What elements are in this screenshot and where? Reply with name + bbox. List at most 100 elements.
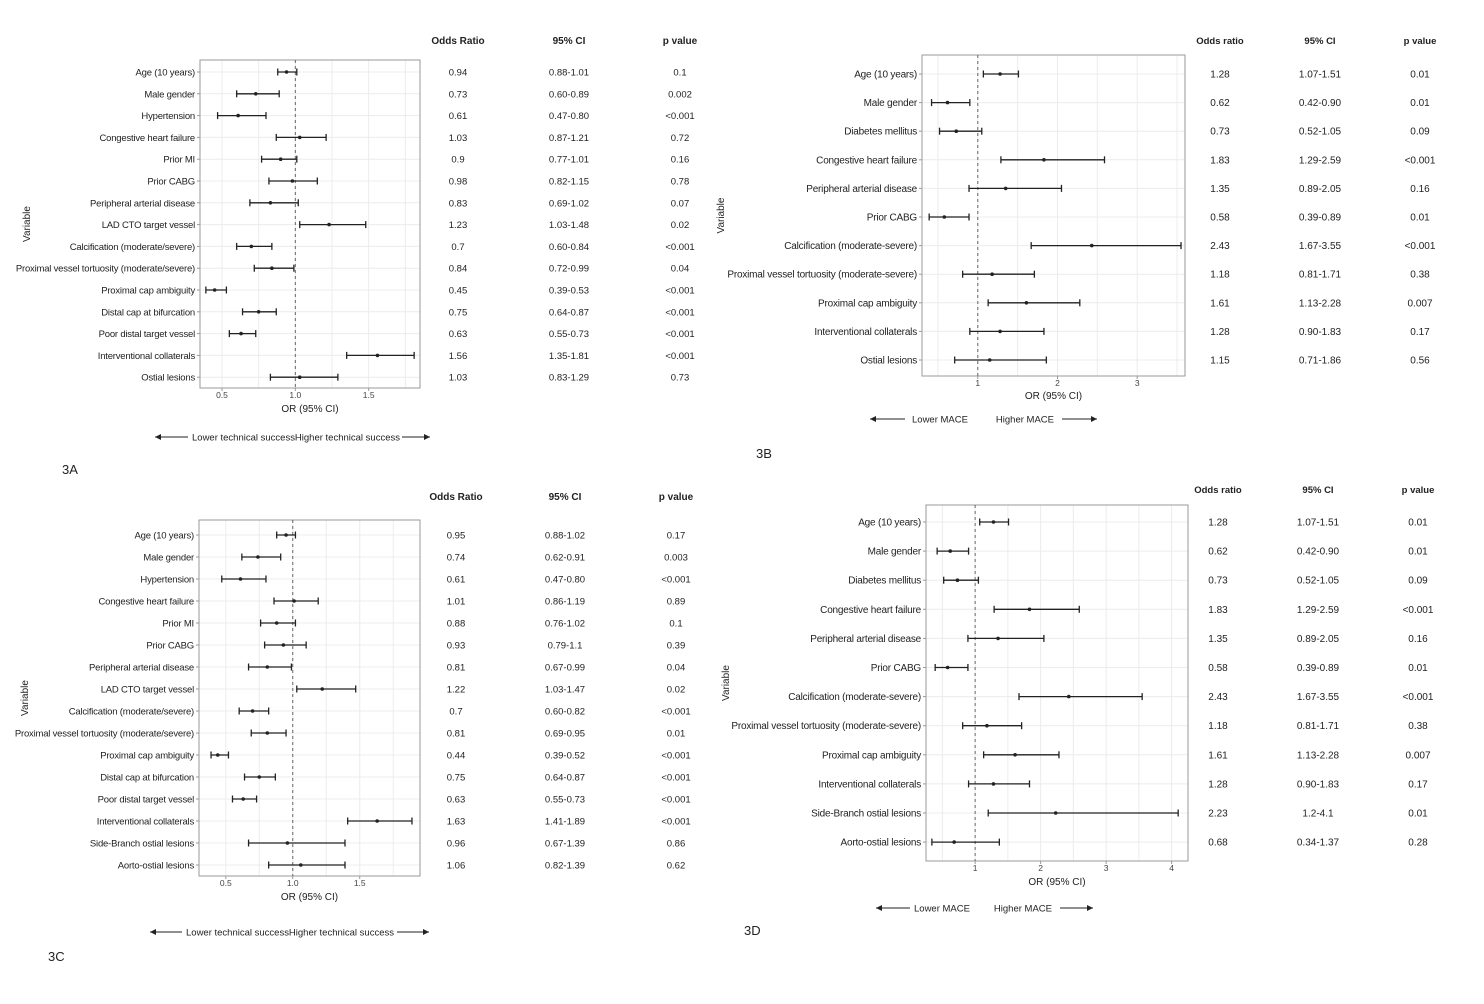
variable-label: Male gender [144,89,195,100]
variable-label: Proximal cap ambiguity [818,298,917,309]
ci-value: 0.47-0.80 [549,111,589,122]
odds-ratio-point [253,92,258,96]
odds-ratio-value: 1.15 [1210,356,1230,367]
odds-ratio-point [249,244,254,249]
variable-label: Proximal cap ambiguity [822,750,921,761]
odds-ratio-point [256,555,260,559]
odds-ratio-point [954,129,959,133]
x-tick-label: 2 [1055,378,1060,388]
p-value: <0.001 [665,307,694,318]
odds-ratio-value: 0.83 [449,198,468,209]
ci-value: 0.60-0.84 [549,242,589,253]
odds-ratio-point [991,782,996,786]
x-axis-title: OR (95% CI) [1025,391,1082,402]
variable-label: Prior CABG [867,213,918,224]
ci-value: 0.64-0.87 [545,773,585,784]
ci-value: 0.42-0.90 [1299,98,1342,109]
p-value: 0.16 [1410,184,1430,195]
odds-ratio-value: 1.61 [1208,750,1228,761]
p-value: 0.16 [671,155,690,166]
p-value: <0.001 [1403,605,1434,616]
variable-label: Poor distal target vessel [99,329,195,340]
odds-ratio-value: 0.81 [447,663,466,674]
odds-ratio-value: 0.73 [1210,127,1230,138]
odds-ratio-point [270,266,274,271]
odds-ratio-point [948,549,953,553]
variable-label: Hypertension [140,575,194,586]
variable-label: Peripheral arterial disease [806,184,917,195]
x-tick-label: 1 [973,863,978,873]
variable-label: Side-Branch ostial lesions [811,809,921,820]
ci-value: 0.72-0.99 [549,264,589,275]
p-value: 0.38 [1408,721,1428,732]
odds-ratio-value: 0.75 [449,307,468,318]
y-axis-title: Variable [22,206,33,242]
ci-value: 0.42-0.90 [1297,547,1340,558]
p-value: 0.38 [1410,270,1430,281]
odds-ratio-value: 1.28 [1210,327,1230,338]
variable-label: Calcification (moderate/severe) [70,242,195,253]
odds-ratio-value: 0.81 [447,729,466,740]
ci-value: 1.2-4.1 [1302,809,1334,820]
odds-ratio-point [281,643,286,647]
p-value: 0.09 [1410,127,1430,138]
odds-ratio-point [991,520,996,524]
variable-label: Ostial lesions [141,373,195,384]
odds-ratio-point [1013,753,1017,757]
ci-value: 0.67-1.39 [545,839,585,850]
variable-label: Distal cap at bifurcation [101,307,195,318]
arrow-right-head [1087,905,1093,911]
odds-ratio-value: 1.06 [447,861,466,872]
odds-ratio-point [284,533,288,537]
ci-value: 0.64-0.87 [549,307,589,318]
variable-label: Diabetes mellitus [844,127,917,138]
ci-value: 0.39-0.89 [1297,663,1340,674]
odds-ratio-point [375,819,379,823]
p-value: 0.01 [1408,547,1428,558]
variable-label: Congestive heart failure [816,155,917,166]
plot-area-border [199,59,421,389]
odds-ratio-point [278,157,283,161]
variable-label: Male gender [143,553,194,564]
ci-value: 0.34-1.37 [1297,838,1340,849]
odds-ratio-point [290,179,295,183]
ci-value: 1.07-1.51 [1297,518,1340,529]
odds-ratio-point [257,775,262,779]
plot-area-border [198,519,421,877]
plot-area-border [925,504,1189,862]
p-value: <0.001 [661,817,690,828]
p-value: 0.02 [671,220,690,231]
p-value: 0.78 [671,177,690,188]
arrow-right-label: Higher technical success [295,433,400,444]
variable-label: Peripheral arterial disease [810,634,921,645]
variable-label: Interventional collaterals [97,817,195,828]
p-value: 0.56 [1410,356,1430,367]
x-tick-label: 1.0 [289,390,301,400]
ci-value: 0.77-1.01 [549,155,589,166]
arrow-left-label: Lower MACE [912,415,968,426]
odds-ratio-value: 1.22 [447,685,466,696]
plot-area-border [921,54,1186,377]
odds-ratio-point [1042,158,1046,162]
arrow-left-head [155,434,161,440]
ci-value: 1.03-1.47 [545,685,585,696]
p-value: 0.39 [667,641,686,652]
variable-label: Proximal vessel tortuosity (moderate/sev… [16,264,195,275]
variable-label: Side-Branch ostial lesions [90,839,195,850]
panel-label: 3C [48,949,65,964]
ci-value: 0.55-0.73 [549,329,589,340]
p-value: 0.02 [667,685,686,696]
odds-ratio-value: 1.35 [1210,184,1230,195]
p-value: 0.89 [667,597,686,608]
odds-ratio-value: 1.01 [447,597,466,608]
odds-ratio-value: 1.61 [1210,298,1230,309]
ci-value: 1.67-3.55 [1299,241,1342,252]
variable-label: Aorto-ostial lesions [841,838,922,849]
odds-ratio-point [292,599,296,603]
odds-ratio-point [1053,811,1058,815]
variable-label: Age (10 years) [135,68,195,79]
table-header: 95% CI [1302,485,1333,496]
p-value: 0.04 [667,663,686,674]
p-value: 0.007 [1405,750,1430,761]
y-axis-title: Variable [721,665,732,701]
